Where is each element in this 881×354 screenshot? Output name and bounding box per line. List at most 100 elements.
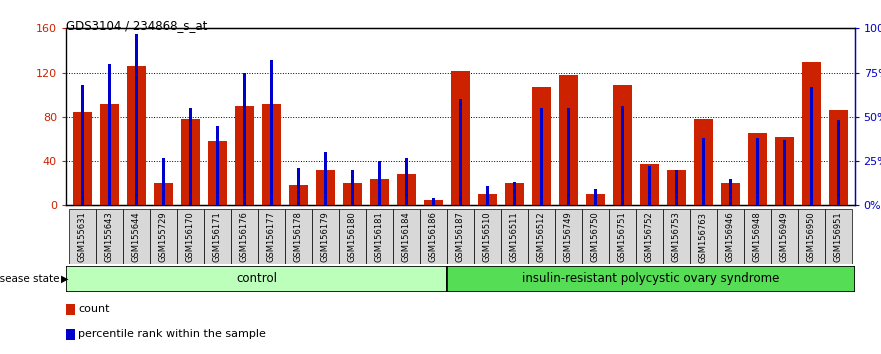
- Bar: [636, 209, 663, 264]
- Text: GSM156749: GSM156749: [564, 212, 573, 262]
- Text: GSM156180: GSM156180: [348, 212, 357, 262]
- Bar: [420, 209, 447, 264]
- Text: GSM155631: GSM155631: [78, 212, 86, 262]
- Text: insulin-resistant polycystic ovary syndrome: insulin-resistant polycystic ovary syndr…: [522, 272, 780, 285]
- Bar: [613, 85, 632, 205]
- Bar: [297, 168, 300, 205]
- Bar: [285, 209, 312, 264]
- Bar: [581, 209, 609, 264]
- Bar: [447, 266, 855, 292]
- Bar: [528, 209, 555, 264]
- Bar: [150, 209, 177, 264]
- Text: GSM156511: GSM156511: [510, 212, 519, 262]
- Bar: [837, 120, 840, 205]
- Bar: [505, 183, 524, 205]
- Bar: [162, 158, 165, 205]
- Bar: [474, 209, 500, 264]
- Bar: [771, 209, 798, 264]
- Text: GSM156186: GSM156186: [429, 212, 438, 262]
- Bar: [640, 164, 659, 205]
- Text: GSM156178: GSM156178: [293, 212, 303, 262]
- Text: ▶: ▶: [61, 274, 69, 284]
- Bar: [393, 209, 420, 264]
- Bar: [675, 170, 678, 205]
- Bar: [177, 209, 204, 264]
- Bar: [351, 170, 354, 205]
- Bar: [66, 266, 447, 292]
- Bar: [500, 209, 528, 264]
- Bar: [258, 209, 285, 264]
- Bar: [316, 170, 335, 205]
- Bar: [122, 209, 150, 264]
- Bar: [181, 119, 200, 205]
- Bar: [717, 209, 744, 264]
- Text: GSM156951: GSM156951: [834, 212, 843, 262]
- Bar: [810, 87, 813, 205]
- Bar: [748, 133, 766, 205]
- Bar: [756, 138, 759, 205]
- Bar: [663, 209, 690, 264]
- Text: GSM156948: GSM156948: [753, 212, 762, 262]
- Bar: [729, 179, 732, 205]
- Text: GSM156751: GSM156751: [618, 212, 627, 262]
- Bar: [73, 113, 92, 205]
- Text: GSM155729: GSM155729: [159, 212, 167, 262]
- Bar: [100, 104, 119, 205]
- Bar: [648, 166, 651, 205]
- Bar: [404, 158, 408, 205]
- Bar: [825, 209, 852, 264]
- Bar: [451, 72, 470, 205]
- Text: GSM156950: GSM156950: [807, 212, 816, 262]
- Bar: [559, 75, 578, 205]
- Bar: [432, 198, 435, 205]
- Bar: [81, 85, 84, 205]
- Bar: [69, 209, 96, 264]
- Bar: [216, 126, 218, 205]
- Bar: [566, 108, 570, 205]
- Bar: [802, 62, 821, 205]
- Text: GSM156176: GSM156176: [240, 212, 248, 262]
- Text: GSM156753: GSM156753: [672, 212, 681, 262]
- Bar: [270, 60, 273, 205]
- Bar: [586, 194, 604, 205]
- Bar: [343, 183, 362, 205]
- Bar: [339, 209, 366, 264]
- Bar: [721, 183, 740, 205]
- Bar: [378, 161, 381, 205]
- Text: GSM156512: GSM156512: [537, 212, 546, 262]
- Bar: [154, 183, 173, 205]
- Text: GSM156187: GSM156187: [455, 212, 465, 262]
- Bar: [242, 73, 246, 205]
- Text: GSM155644: GSM155644: [132, 212, 141, 262]
- Bar: [485, 186, 489, 205]
- Bar: [447, 209, 474, 264]
- Text: disease state: disease state: [0, 274, 60, 284]
- Bar: [396, 175, 416, 205]
- Text: GSM156184: GSM156184: [402, 212, 411, 262]
- Bar: [744, 209, 771, 264]
- Bar: [231, 209, 258, 264]
- Bar: [127, 66, 145, 205]
- Text: GSM156179: GSM156179: [321, 212, 329, 262]
- Bar: [775, 137, 794, 205]
- Text: control: control: [236, 272, 277, 285]
- Bar: [424, 200, 443, 205]
- Bar: [702, 138, 705, 205]
- Bar: [366, 209, 393, 264]
- Bar: [798, 209, 825, 264]
- Bar: [370, 179, 389, 205]
- Text: percentile rank within the sample: percentile rank within the sample: [78, 329, 266, 339]
- Bar: [323, 152, 327, 205]
- Bar: [621, 106, 624, 205]
- Bar: [667, 170, 685, 205]
- Text: GSM156949: GSM156949: [780, 212, 788, 262]
- Bar: [204, 209, 231, 264]
- Bar: [829, 110, 848, 205]
- Bar: [609, 209, 636, 264]
- Bar: [555, 209, 581, 264]
- Bar: [594, 189, 597, 205]
- Bar: [532, 87, 551, 205]
- Text: GSM156946: GSM156946: [726, 212, 735, 262]
- Bar: [208, 141, 226, 205]
- Text: GSM156171: GSM156171: [213, 212, 222, 262]
